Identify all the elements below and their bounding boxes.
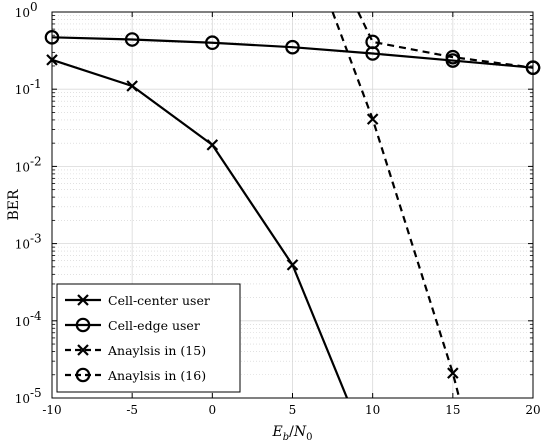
legend-label: Anaylsis in (16)	[107, 368, 206, 383]
data-point	[126, 80, 138, 92]
series-line	[331, 12, 461, 398]
y-tick-label: 10	[15, 315, 30, 329]
y-tick-label: 10	[15, 83, 30, 97]
y-tick-label: 10	[15, 392, 30, 406]
legend-marker	[77, 344, 89, 356]
data-point	[205, 35, 220, 51]
grid	[51, 11, 534, 399]
x-tick-label: 5	[289, 403, 297, 417]
data-point	[366, 113, 379, 125]
data-point	[365, 34, 380, 50]
legend-marker	[75, 367, 91, 383]
y-axis-label: BER	[6, 189, 22, 221]
series-3	[357, 12, 533, 69]
x-axis-label: Eb/N0	[272, 424, 313, 443]
x-tick-label: -10	[42, 403, 61, 417]
legend: Cell-center user Cell-edge user Anaylsis i…	[56, 283, 241, 393]
series-line	[357, 12, 533, 69]
data-point	[447, 367, 459, 379]
legend-entry: Cell-center user	[65, 293, 210, 308]
y-tick-exponent: 0	[30, 0, 38, 14]
x-tick-label: 20	[525, 403, 540, 417]
y-tick-exponent: -1	[30, 77, 42, 91]
data-point	[285, 39, 300, 55]
y-tick-label: 10	[15, 238, 30, 252]
data-point	[286, 259, 299, 271]
legend-marker	[77, 294, 89, 306]
series-1	[52, 36, 533, 69]
y-tick-exponent: -2	[30, 154, 42, 168]
legend-entry: Anaylsis in (15)	[65, 343, 206, 358]
y-tick-exponent: -5	[30, 386, 42, 400]
plot-series	[44, 12, 541, 398]
series-line	[52, 36, 533, 69]
data-point	[124, 32, 140, 47]
x-tick-label: 0	[209, 403, 217, 417]
y-tick-exponent: -3	[30, 232, 42, 246]
legend-marker	[75, 317, 91, 333]
legend-label: Cell-center user	[108, 293, 210, 308]
x-tick-label: 15	[445, 403, 460, 417]
series-2	[331, 12, 461, 398]
data-point	[445, 49, 461, 65]
legend-entry: Anaylsis in (16)	[65, 367, 206, 383]
data-point	[206, 139, 219, 151]
legend-label: Cell-edge user	[108, 318, 200, 333]
x-tick-label: 10	[365, 403, 380, 417]
legend-entry: Cell-edge user	[65, 317, 200, 333]
y-tick-label: 10	[15, 6, 30, 20]
x-tick-label: -5	[126, 403, 138, 417]
legend-label: Anaylsis in (15)	[107, 343, 206, 358]
y-tick-exponent: -4	[30, 309, 42, 323]
y-tick-label: 10	[15, 160, 30, 174]
